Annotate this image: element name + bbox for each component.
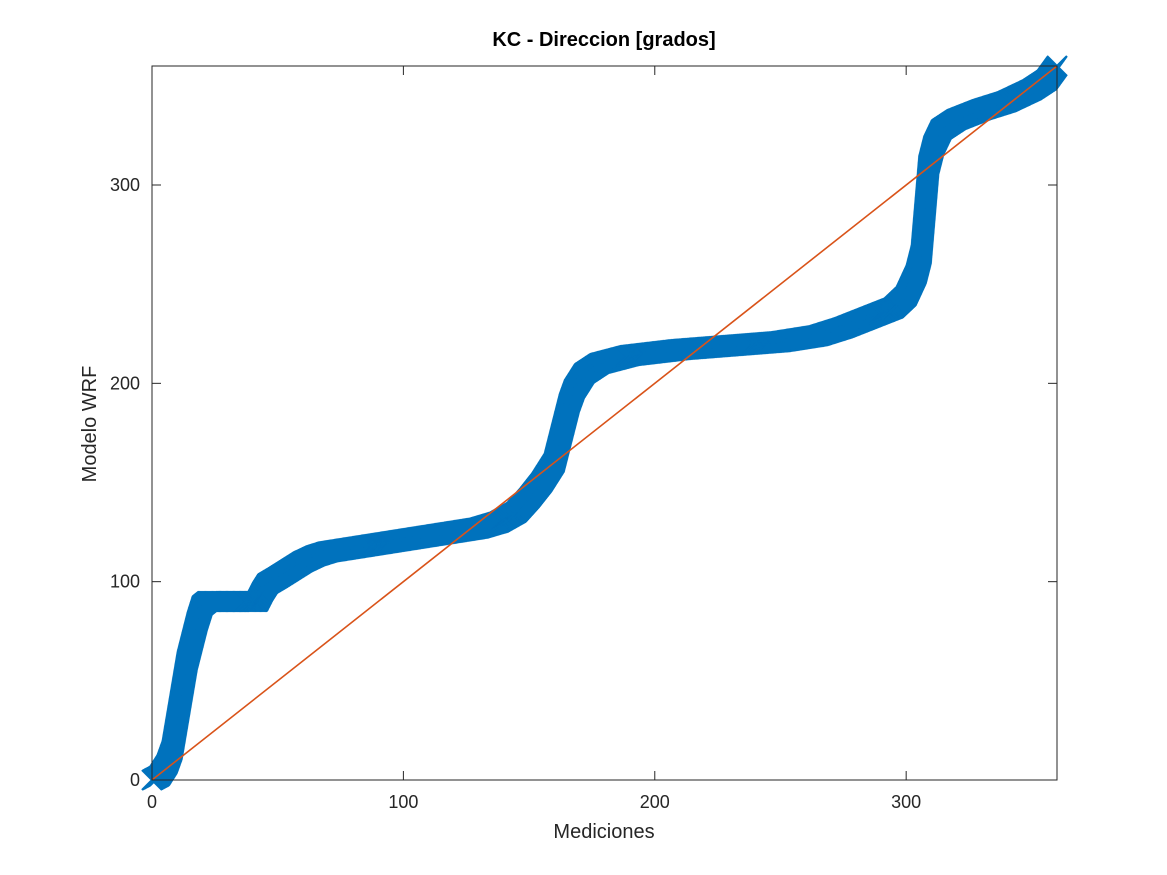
chart-title: KC - Direccion [grados] bbox=[492, 29, 715, 51]
axes-box bbox=[151, 65, 1058, 781]
y-tick-label-3: 300 bbox=[110, 175, 140, 195]
x-tick-label-1: 100 bbox=[388, 792, 418, 812]
x-tick-label-3: 300 bbox=[891, 792, 921, 812]
y-tick-label-2: 200 bbox=[110, 373, 140, 393]
y-tick-label-1: 100 bbox=[110, 572, 140, 592]
plot-area bbox=[141, 55, 1068, 791]
x-tick-label-0: 0 bbox=[147, 792, 157, 812]
series-1 bbox=[141, 55, 1068, 791]
series-2-line bbox=[151, 65, 1058, 781]
y-axis-label: Modelo WRF bbox=[79, 366, 101, 483]
y-tick-label-0: 0 bbox=[130, 770, 140, 790]
axes: 0 100 200 300 0 100 200 300 bbox=[110, 65, 1058, 812]
x-axis-label: Mediciones bbox=[553, 821, 654, 843]
x-tick-label-2: 200 bbox=[640, 792, 670, 812]
